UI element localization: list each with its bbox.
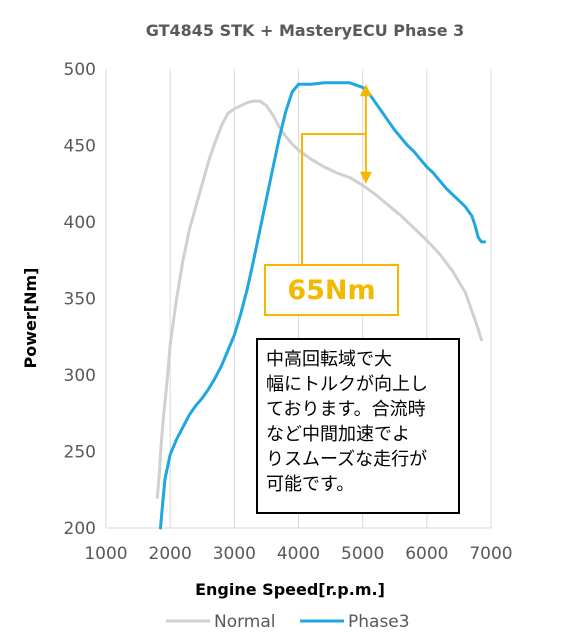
x-axis-label: Engine Speed[r.p.m.]	[195, 580, 385, 599]
chart-title: GT4845 STK + MasteryECU Phase 3	[146, 21, 465, 40]
y-tick-label-5: 450	[64, 137, 96, 157]
difference-annotation	[301, 84, 372, 264]
series-lines	[155, 81, 487, 530]
x-tick-label-0: 1000	[84, 544, 127, 564]
legend-label-phase3: Phase3	[348, 612, 410, 632]
legend: Normal Phase3	[166, 612, 410, 632]
y-tick-label-6: 500	[64, 60, 96, 80]
difference-callout: 65Nm	[264, 264, 399, 316]
difference-connector	[301, 133, 366, 264]
x-tick-label-6: 7000	[469, 544, 512, 564]
difference-arrow-head-bottom	[359, 171, 372, 184]
y-tick-label-2: 300	[64, 366, 96, 386]
x-tick-label-1: 2000	[149, 544, 192, 564]
y-tick-label-1: 250	[64, 443, 96, 463]
x-tick-labels: 1000 2000 3000 4000 5000 6000 7000	[84, 544, 512, 564]
series-line-phase3	[159, 81, 487, 530]
x-tick-label-5: 6000	[405, 544, 448, 564]
x-tick-label-4: 5000	[341, 544, 384, 564]
y-tick-label-4: 400	[64, 213, 96, 233]
y-tick-labels: 200 250 300 350 400 450 500	[64, 60, 96, 539]
x-tick-label-3: 4000	[277, 544, 320, 564]
difference-arrow-head-top	[359, 84, 372, 97]
axes	[105, 69, 491, 529]
y-tick-label-3: 350	[64, 290, 96, 310]
legend-label-normal: Normal	[214, 612, 276, 632]
y-axis-label: Power[Nm]	[21, 268, 40, 369]
note-box: 中高回転域で大 幅にトルクが向上し ております。合流時 など中間加速でよ りスム…	[256, 338, 460, 514]
x-tick-label-2: 3000	[213, 544, 256, 564]
y-tick-label-0: 200	[64, 519, 96, 539]
series-line-normal	[155, 99, 483, 499]
